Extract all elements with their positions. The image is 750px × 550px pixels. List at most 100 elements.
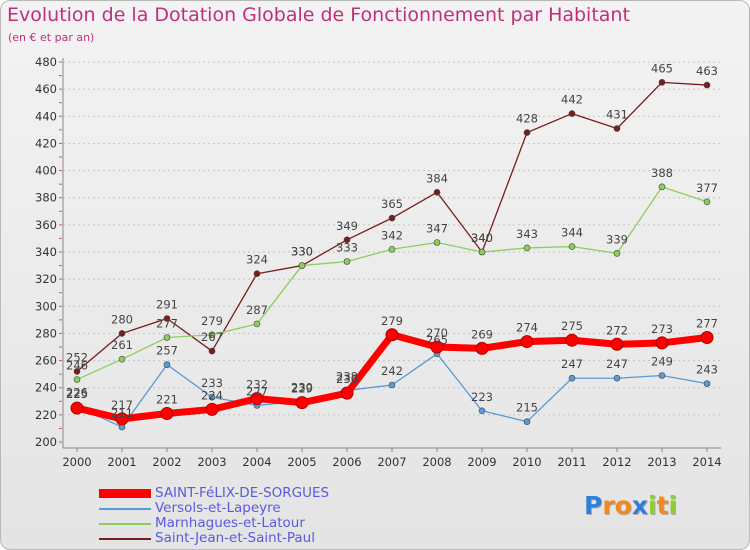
data-label: 275 — [561, 319, 583, 333]
data-label: 243 — [696, 363, 718, 377]
data-label: 344 — [561, 226, 583, 240]
data-label: 246 — [66, 359, 88, 373]
data-label: 365 — [381, 197, 403, 211]
data-point — [478, 407, 486, 415]
data-point — [343, 236, 351, 244]
data-point — [253, 270, 261, 278]
data-label: 324 — [246, 253, 268, 267]
data-point — [475, 341, 489, 355]
data-point — [340, 386, 354, 400]
data-label: 431 — [606, 108, 628, 122]
data-label: 227 — [246, 384, 268, 398]
logo-letter: i — [668, 491, 678, 520]
logo-letter: r — [602, 491, 615, 520]
data-label: 339 — [606, 232, 628, 246]
data-label: 330 — [291, 245, 313, 259]
x-tick-label: 2003 — [197, 455, 226, 469]
data-point — [160, 407, 174, 420]
x-tick-label: 2002 — [152, 455, 181, 469]
data-point — [73, 376, 81, 383]
x-tick-label: 2004 — [242, 455, 271, 469]
logo-letter: t — [656, 491, 669, 520]
data-point — [520, 335, 534, 349]
data-point — [703, 198, 711, 206]
x-tick-label: 2010 — [512, 455, 541, 469]
legend-label: SAINT-FéLIX-DE-SORGUES — [155, 485, 330, 501]
data-point — [433, 188, 441, 196]
data-point — [658, 372, 666, 379]
data-label: 238 — [336, 369, 358, 383]
legend-label: Saint-Jean-et-Saint-Paul — [155, 530, 315, 546]
data-point — [253, 320, 261, 328]
y-tick-label: 440 — [35, 109, 57, 123]
data-label: 252 — [66, 350, 88, 364]
data-label: 267 — [201, 330, 223, 344]
data-label: 242 — [381, 364, 403, 378]
data-label: 269 — [471, 327, 493, 341]
legend-swatch — [99, 523, 151, 525]
data-label: 377 — [696, 181, 718, 195]
y-tick-label: 240 — [35, 381, 57, 395]
data-label: 463 — [696, 64, 718, 78]
legend-swatch — [99, 538, 151, 540]
data-point — [208, 347, 216, 355]
data-point — [523, 418, 531, 425]
data-label: 211 — [111, 406, 133, 420]
data-point — [568, 110, 576, 117]
y-tick-label: 360 — [35, 218, 57, 232]
y-tick-label: 380 — [35, 191, 57, 205]
x-tick-label: 2000 — [62, 455, 91, 469]
logo-letter: P — [584, 491, 603, 520]
data-label: 428 — [516, 112, 538, 126]
data-label: 229 — [291, 382, 313, 396]
data-label: 261 — [111, 338, 133, 352]
y-tick-label: 340 — [35, 245, 57, 259]
legend-label: Versols-et-Lapeyre — [155, 500, 281, 516]
data-label: 230 — [291, 380, 313, 394]
y-tick-label: 260 — [35, 354, 57, 368]
data-point — [478, 248, 486, 256]
x-tick-label: 2009 — [467, 455, 496, 469]
y-tick-label: 460 — [35, 82, 57, 96]
data-label: 347 — [426, 222, 448, 236]
data-point — [703, 81, 711, 89]
data-point — [115, 412, 129, 426]
data-point — [163, 334, 171, 341]
data-label: 226 — [66, 386, 88, 400]
data-label: 277 — [696, 317, 718, 331]
legend-swatch — [99, 508, 151, 510]
x-tick-label: 2007 — [377, 455, 406, 469]
data-label: 273 — [651, 322, 673, 336]
data-label: 279 — [381, 314, 403, 328]
data-label: 249 — [651, 355, 673, 369]
data-label: 247 — [606, 357, 628, 371]
data-point — [613, 250, 621, 257]
data-point — [433, 239, 441, 246]
data-label: 465 — [651, 61, 673, 75]
data-label: 388 — [651, 166, 673, 180]
data-point — [388, 214, 396, 222]
data-point — [73, 368, 81, 375]
data-label: 233 — [201, 376, 223, 390]
data-point — [658, 183, 666, 191]
data-point — [208, 331, 216, 339]
data-label: 442 — [561, 93, 583, 107]
data-label: 277 — [156, 317, 178, 331]
data-label: 349 — [336, 219, 358, 233]
data-point — [70, 401, 84, 415]
proxiti-logo: Proxiti — [584, 491, 677, 520]
data-label: 225 — [66, 387, 88, 401]
x-tick-label: 2012 — [602, 455, 631, 469]
data-point — [295, 396, 309, 410]
data-label: 247 — [561, 357, 583, 371]
data-label: 265 — [426, 333, 448, 347]
data-label: 330 — [291, 245, 313, 259]
data-label: 217 — [111, 398, 133, 412]
data-label: 215 — [516, 401, 538, 415]
data-label: 340 — [471, 231, 493, 245]
data-label: 232 — [246, 378, 268, 392]
chart-title: Evolution de la Dotation Globale de Fonc… — [7, 4, 630, 26]
data-point — [700, 331, 714, 344]
